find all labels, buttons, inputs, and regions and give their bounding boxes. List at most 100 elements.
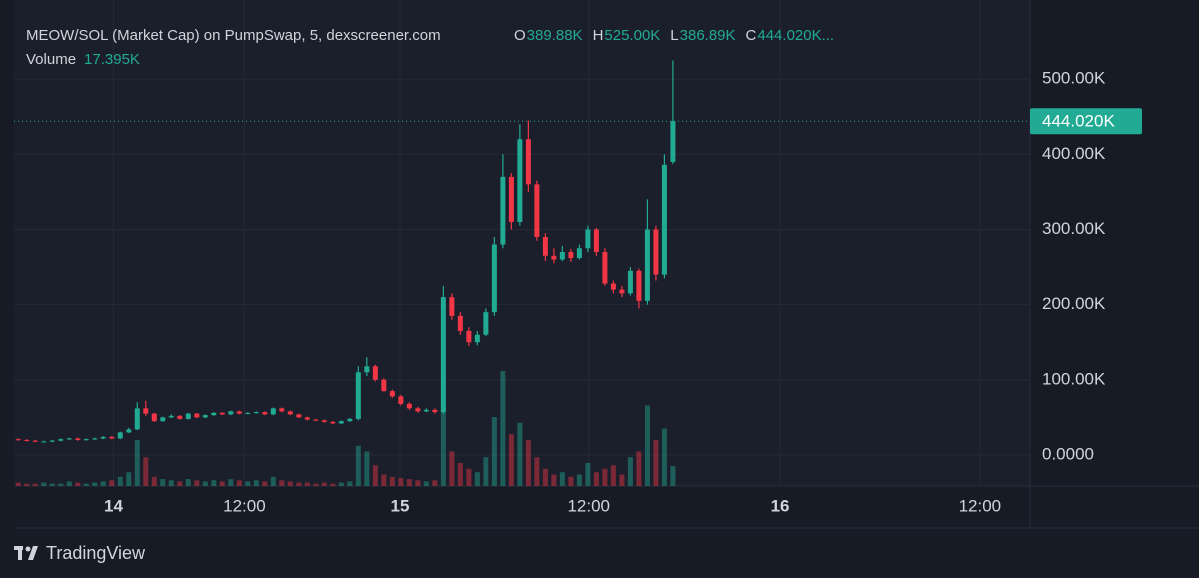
x-tick-label: 16 bbox=[771, 496, 790, 515]
volume-bar bbox=[160, 479, 166, 486]
candle-body bbox=[636, 270, 642, 301]
candle-body bbox=[627, 270, 633, 294]
candle-body bbox=[287, 411, 293, 415]
volume-bar bbox=[534, 457, 540, 486]
candle-body bbox=[185, 413, 191, 419]
candle-body bbox=[644, 229, 650, 301]
candle-body bbox=[381, 379, 387, 392]
volume-bar bbox=[423, 481, 429, 486]
x-tick-label: 14 bbox=[104, 496, 123, 515]
volume-bar bbox=[245, 481, 251, 486]
volume-bar bbox=[593, 472, 599, 486]
volume-bar bbox=[58, 483, 64, 486]
candle-body bbox=[321, 420, 327, 422]
candle-body bbox=[525, 139, 531, 185]
volume-bar bbox=[185, 479, 191, 486]
volume-bar bbox=[330, 483, 336, 486]
volume-bar bbox=[670, 465, 676, 486]
candle-body bbox=[508, 176, 514, 222]
candle-body bbox=[534, 184, 540, 237]
candle-body bbox=[551, 255, 557, 260]
volume-bar bbox=[364, 451, 370, 486]
volume-bar bbox=[168, 480, 174, 486]
candle-body bbox=[440, 297, 446, 413]
volume-bar bbox=[508, 434, 514, 486]
volume-bar bbox=[636, 451, 642, 486]
candle-body bbox=[15, 439, 21, 441]
candle-body bbox=[202, 415, 208, 418]
y-tick-label: 400.00K bbox=[1042, 144, 1106, 163]
legend-value: 386.89K bbox=[680, 27, 736, 44]
candle-body bbox=[466, 330, 472, 343]
plot-area bbox=[14, 0, 1030, 486]
candle-body bbox=[75, 438, 81, 440]
x-tick-label: 12:00 bbox=[567, 496, 610, 515]
candle-body bbox=[245, 412, 251, 414]
volume-bar bbox=[517, 422, 523, 486]
x-tick-label: 12:00 bbox=[223, 496, 266, 515]
volume-bar bbox=[32, 483, 38, 486]
volume-value: 17.395K bbox=[84, 51, 140, 68]
volume-bar bbox=[109, 480, 115, 486]
candle-body bbox=[109, 436, 115, 439]
volume-bar bbox=[194, 480, 200, 486]
volume-bar bbox=[568, 476, 574, 486]
volume-bar bbox=[253, 480, 259, 486]
volume-label: Volume bbox=[26, 51, 76, 68]
candle-body bbox=[338, 421, 344, 424]
y-tick-label: 0.0000 bbox=[1042, 444, 1094, 463]
volume-bar bbox=[457, 463, 463, 486]
x-tick-label: 12:00 bbox=[959, 496, 1002, 515]
x-tick-label: 15 bbox=[391, 496, 410, 515]
candle-body bbox=[24, 439, 30, 441]
volume-bar bbox=[296, 482, 302, 486]
candle-body bbox=[296, 414, 302, 418]
candle-body bbox=[134, 408, 140, 430]
volume-bar bbox=[66, 481, 72, 486]
volume-bar bbox=[585, 463, 591, 486]
volume-bar bbox=[134, 440, 140, 486]
volume-bar bbox=[483, 457, 489, 486]
candle-body bbox=[58, 439, 64, 441]
candle-body bbox=[559, 252, 565, 260]
candle-body bbox=[593, 229, 599, 253]
candle-body bbox=[313, 419, 319, 421]
y-tick-label: 100.00K bbox=[1042, 369, 1106, 388]
candle-body bbox=[49, 440, 55, 442]
axes: 0.0000 100.00K 200.00K 300.00K 400.00K 500.00… bbox=[14, 69, 1142, 515]
candle-body bbox=[372, 366, 378, 380]
candle-body bbox=[279, 408, 285, 412]
candle-body bbox=[143, 408, 149, 414]
volume-bar bbox=[219, 481, 225, 486]
volume-bar bbox=[602, 468, 608, 486]
legend-value: 444.020K... bbox=[757, 27, 834, 44]
volume-bar bbox=[338, 482, 344, 486]
candle-body bbox=[491, 244, 497, 313]
candle-body bbox=[177, 415, 183, 419]
candle-body bbox=[160, 417, 166, 422]
volume-bar bbox=[287, 481, 293, 486]
candle-body bbox=[270, 408, 276, 415]
volume-pane bbox=[15, 371, 676, 486]
volume-bar bbox=[559, 472, 565, 486]
volume-bar bbox=[644, 405, 650, 486]
volume-bar bbox=[415, 480, 421, 486]
candle-body bbox=[389, 391, 395, 397]
candle-body bbox=[474, 334, 480, 343]
volume-bar bbox=[151, 476, 157, 486]
candle-body bbox=[330, 421, 336, 424]
candle-body bbox=[228, 411, 234, 415]
candle-body bbox=[670, 121, 676, 162]
candle-body bbox=[517, 139, 523, 222]
candles bbox=[15, 60, 676, 443]
candle-body bbox=[423, 409, 429, 412]
brand: TradingView bbox=[46, 543, 146, 563]
volume-bar bbox=[627, 457, 633, 486]
candle-body bbox=[219, 412, 225, 415]
volume-bar bbox=[279, 480, 285, 486]
volume-bar bbox=[466, 468, 472, 486]
candle-body bbox=[542, 236, 548, 256]
volume-bar bbox=[228, 479, 234, 486]
volume-bar bbox=[500, 371, 506, 486]
volume-bar bbox=[177, 481, 183, 486]
